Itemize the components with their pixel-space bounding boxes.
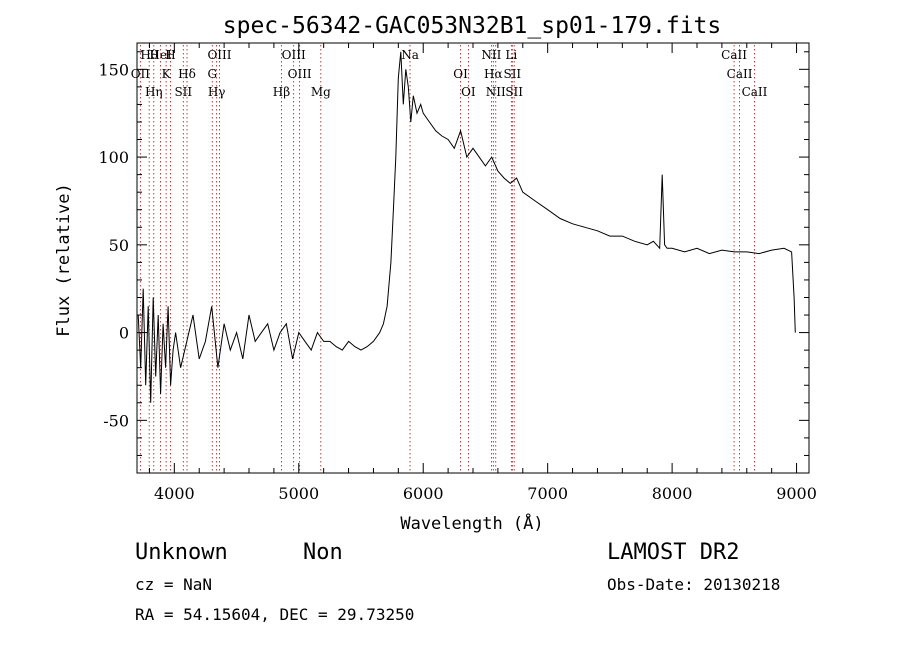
emission-line-label: SII [174,85,192,99]
emission-line-label: HeI [149,48,172,62]
plot-frame [136,42,810,474]
y-axis-label: Flux (relative) [54,183,74,337]
y-tick-label: 150 [98,60,129,79]
observation-date: Obs-Date: 20130218 [607,575,780,594]
emission-line-label: Hα [484,67,503,81]
emission-line-label: CaII [727,67,753,81]
emission-line-label: OIII [207,48,231,62]
x-axis-label: Wavelength (Å) [400,512,543,534]
emission-line-label: OI [453,67,468,81]
y-tick-label: 50 [109,236,129,255]
x-tick-label: 5000 [278,484,319,503]
emission-line-labels: HθOIIHηHeIKSIIHHδHγOIIIGHβOIIIOIIIMgNaOI… [131,48,768,99]
emission-line-label: Hδ [178,67,196,81]
x-tick-label: 7000 [527,484,568,503]
emission-line-label: H [165,48,175,62]
emission-line-label: CaII [721,48,747,62]
emission-line-label: OIII [288,67,312,81]
class-label: Unknown [135,540,228,565]
emission-line-label: SII [503,67,521,81]
x-axis: 4000 5000 6000 7000 8000 9000 [148,43,817,503]
emission-line-label: K [162,67,172,81]
chart-title: spec-56342-GAC053N32B1_sp01-179.fits [223,13,722,39]
x-tick-label: 6000 [403,484,444,503]
x-tick-label: 4000 [154,484,195,503]
emission-line-label: Na [401,48,419,62]
emission-line-label: Hθ [140,48,158,62]
emission-line-label: Hγ [208,85,226,99]
emission-line-label: Hη [145,85,163,99]
emission-line-label: Hβ [273,85,290,99]
emission-line-label: OIII [282,48,306,62]
y-tick-label: -50 [103,411,129,430]
emission-line-label: Li [505,48,517,62]
emission-line-label: OII [131,67,151,81]
subclass-label: Non [303,540,343,565]
emission-line-label: G [207,67,217,81]
x-tick-label: 9000 [776,484,817,503]
y-tick-label: 100 [98,148,129,167]
emission-line-markers [139,45,755,473]
emission-line-label: NII [481,48,501,62]
x-tick-label: 8000 [652,484,693,503]
emission-line-label: OI [461,85,476,99]
emission-line-label: Mg [311,85,331,99]
emission-line-label: NII [486,85,506,99]
y-tick-label: 0 [119,324,129,343]
coordinates: RA = 54.15604, DEC = 29.73250 [135,605,414,624]
y-axis: -50 0 50 100 150 [98,51,809,456]
spectrum-series-line [137,51,796,403]
emission-line-label: CaII [742,85,768,99]
emission-line-label: SII [505,85,523,99]
redshift-cz: cz = NaN [135,575,212,594]
survey-label: LAMOST DR2 [607,540,739,565]
